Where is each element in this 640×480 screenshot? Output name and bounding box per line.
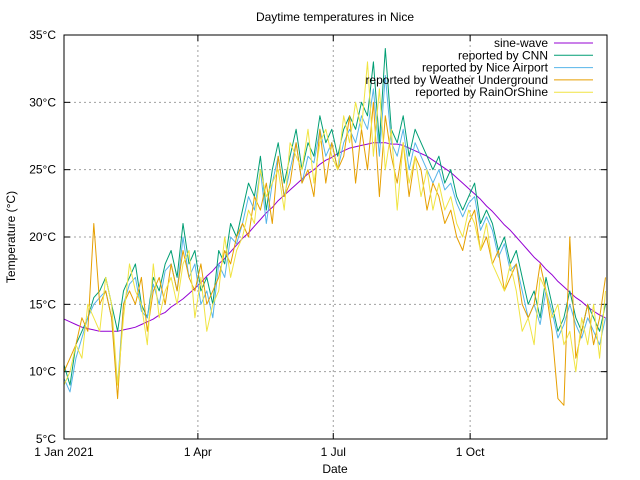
- legend-label-sine-wave: sine-wave: [494, 36, 548, 50]
- x-tick-label: 1 Jul: [321, 445, 346, 459]
- series-line-reported-by-rainorshine: [63, 61, 606, 386]
- y-tick-label: 20°C: [29, 230, 56, 244]
- x-axis-label: Date: [322, 462, 348, 476]
- chart-title: Daytime temperatures in Nice: [256, 10, 414, 24]
- y-tick-label: 5°C: [36, 432, 56, 446]
- grid: [64, 35, 607, 439]
- series-lines: [63, 48, 606, 406]
- series-line-reported-by-weather-underground: [63, 101, 606, 406]
- y-tick-label: 35°C: [29, 28, 56, 42]
- y-tick-label: 25°C: [29, 163, 56, 177]
- y-tick-label: 30°C: [29, 95, 56, 109]
- x-tick-label: 1 Jan 2021: [34, 445, 94, 459]
- series-line-reported-by-nice-airport: [63, 74, 606, 393]
- x-tick-label: 1 Oct: [456, 445, 485, 459]
- y-tick-label: 15°C: [29, 297, 56, 311]
- series-line-reported-by-cnn: [63, 48, 606, 386]
- x-tick-label: 1 Apr: [184, 445, 212, 459]
- plot-border: [63, 34, 608, 440]
- legend-label-reported-by-rainorshine: reported by RainOrShine: [415, 85, 548, 99]
- y-tick-label: 10°C: [29, 365, 56, 379]
- y-axis-label: Temperature (°C): [4, 191, 18, 283]
- axis-ticks: 5°C 10°C 15°C 20°C 25°C 30°C 35°C 1 Jan 2021 1 A…: [29, 28, 607, 459]
- legend-label-reported-by-nice-airport: reported by Nice Airport: [422, 61, 549, 75]
- legend-label-reported-by-cnn: reported by CNN: [458, 48, 548, 62]
- legend-label-reported-by-weather-underground: reported by Weather Underground: [365, 73, 548, 87]
